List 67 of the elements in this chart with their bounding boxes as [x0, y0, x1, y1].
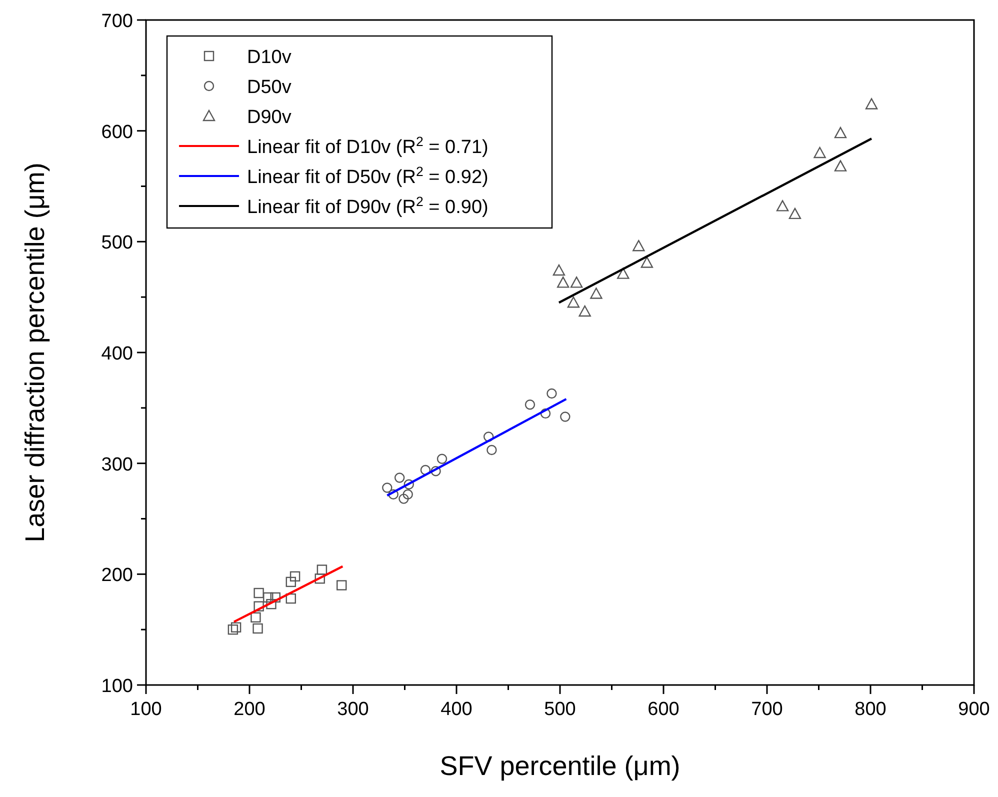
point — [252, 623, 263, 634]
y-tick-label: 400 — [101, 344, 133, 364]
y-tick-label: 300 — [101, 454, 133, 476]
point — [230, 622, 242, 632]
point — [263, 592, 274, 603]
point — [394, 472, 405, 483]
point — [632, 240, 645, 252]
y-tick-label: 500 — [101, 232, 133, 254]
point — [640, 256, 654, 268]
legend-label: D10v — [247, 47, 292, 68]
point — [382, 482, 392, 493]
point — [314, 574, 325, 584]
point — [228, 624, 238, 635]
legend-label: D50v — [247, 77, 292, 98]
point — [486, 444, 497, 456]
point — [788, 208, 802, 220]
point — [250, 612, 261, 622]
y-tick-label: 200 — [101, 565, 133, 586]
point — [546, 388, 557, 399]
x-axis-title: SFV percentile (μm) — [440, 751, 680, 781]
legend-label: Linear fit of D90v (R$^{2}$ = 0.90) — [247, 194, 488, 218]
point — [402, 489, 413, 500]
x-tick-label: 200 — [234, 699, 266, 720]
x-tick-label: 600 — [648, 699, 680, 720]
point — [286, 576, 296, 588]
point — [436, 454, 448, 464]
point — [567, 296, 580, 308]
point — [814, 146, 826, 158]
point — [834, 160, 847, 172]
y-tick-label: 100 — [101, 676, 133, 697]
x-tick-label: 800 — [854, 699, 886, 720]
point — [254, 601, 264, 612]
point — [552, 264, 566, 276]
x-tick-label: 900 — [958, 699, 990, 720]
y-tick-label: 700 — [101, 11, 133, 32]
point — [617, 268, 630, 279]
point — [398, 494, 409, 504]
y-axis-title: Laser diffraction percentile (μm) — [20, 162, 50, 542]
y-tick-label: 600 — [101, 122, 133, 143]
point — [557, 276, 570, 288]
x-tick-label: 100 — [130, 699, 162, 720]
x-tick-label: 700 — [751, 699, 783, 720]
legend-label: Linear fit of D10v (R$^{2}$ = 0.71) — [247, 134, 488, 158]
x-tick-label: 400 — [440, 699, 472, 720]
legend-label: D90v — [247, 107, 292, 128]
legend-label: Linear fit of D50v (R$^{2}$ = 0.92) — [247, 164, 488, 188]
point — [404, 479, 414, 490]
point — [430, 466, 441, 476]
x-tick-label: 300 — [337, 699, 369, 720]
point — [290, 571, 300, 582]
point — [316, 564, 328, 575]
point — [270, 592, 280, 603]
point — [524, 399, 536, 410]
point — [254, 588, 264, 598]
point — [286, 593, 296, 604]
point — [540, 408, 551, 419]
point — [336, 580, 347, 590]
x-tick-label: 500 — [544, 699, 576, 720]
point — [865, 98, 878, 110]
point — [590, 288, 602, 299]
point — [578, 305, 591, 317]
point — [483, 432, 494, 442]
point — [266, 598, 276, 610]
point — [834, 126, 847, 138]
point — [776, 200, 789, 212]
point — [570, 276, 583, 288]
point — [560, 412, 570, 422]
